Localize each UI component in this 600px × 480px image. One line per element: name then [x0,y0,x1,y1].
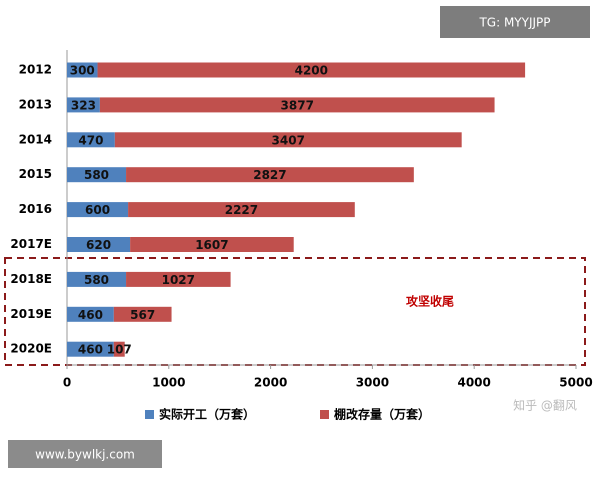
bar-segment [113,341,125,357]
value-label: 1607 [195,238,228,252]
y-tick-label: 2018E [10,272,52,286]
value-label: 600 [85,203,110,217]
bar-segment [113,306,172,322]
value-label: 3407 [272,133,305,147]
watermark: www.bywlkj.com [35,448,135,462]
value-label: 2827 [253,168,286,182]
bar-segment [67,97,100,113]
legend-label: 棚改存量（万套） [334,407,430,422]
legend-swatch [145,410,154,419]
bar-segment [126,271,231,287]
value-label: 323 [71,98,96,112]
x-tick-label: 0 [63,376,71,390]
y-tick-label: 2013 [19,97,52,111]
bar-segment [128,202,355,218]
watermark-bg [8,440,162,468]
value-label: 107 [107,343,132,357]
value-label: 460 [78,343,103,357]
bar-segment [67,237,131,252]
bar-segment [114,132,462,148]
value-label: 580 [84,168,109,182]
watermark: TG: MYYJJPP [478,16,550,30]
y-tick-label: 2019E [10,307,52,321]
y-tick-label: 2012 [19,63,52,77]
bar-segment [67,202,129,218]
value-label: 300 [70,64,95,78]
value-label: 2227 [225,203,258,217]
x-tick-label: 3000 [356,376,389,390]
value-label: 1027 [162,273,195,287]
bar-segment [67,306,114,322]
x-tick-label: 4000 [457,376,490,390]
y-tick-label: 2014 [19,132,52,146]
bar-segment [67,132,115,148]
bar-segment [67,341,114,357]
y-tick-label: 2020E [10,342,52,356]
bar-segment [130,237,294,252]
annotation: 攻坚收尾 [406,294,454,309]
x-tick-label: 5000 [559,376,592,390]
bar-segment [67,271,127,287]
legend-swatch [320,410,329,419]
y-tick-label: 2015 [19,167,52,181]
value-label: 580 [84,273,109,287]
watermark-bg [440,6,590,38]
y-tick-label: 2017E [10,237,52,251]
value-label: 620 [86,238,111,252]
value-label: 3877 [281,98,314,112]
legend-label: 实际开工（万套） [159,407,255,422]
bar-segment [97,62,526,78]
x-tick-label: 2000 [254,376,287,390]
bar-segment [67,167,127,183]
watermark: 知乎 @翻风 [513,399,577,413]
bar-segment [67,62,98,78]
bar-segment [126,167,414,183]
bar-segment [99,97,495,113]
y-tick-label: 2016 [19,202,52,216]
value-label: 470 [78,133,103,147]
value-label: 460 [78,308,103,322]
value-label: 4200 [295,64,328,78]
value-label: 567 [130,308,155,322]
x-tick-label: 1000 [152,376,185,390]
